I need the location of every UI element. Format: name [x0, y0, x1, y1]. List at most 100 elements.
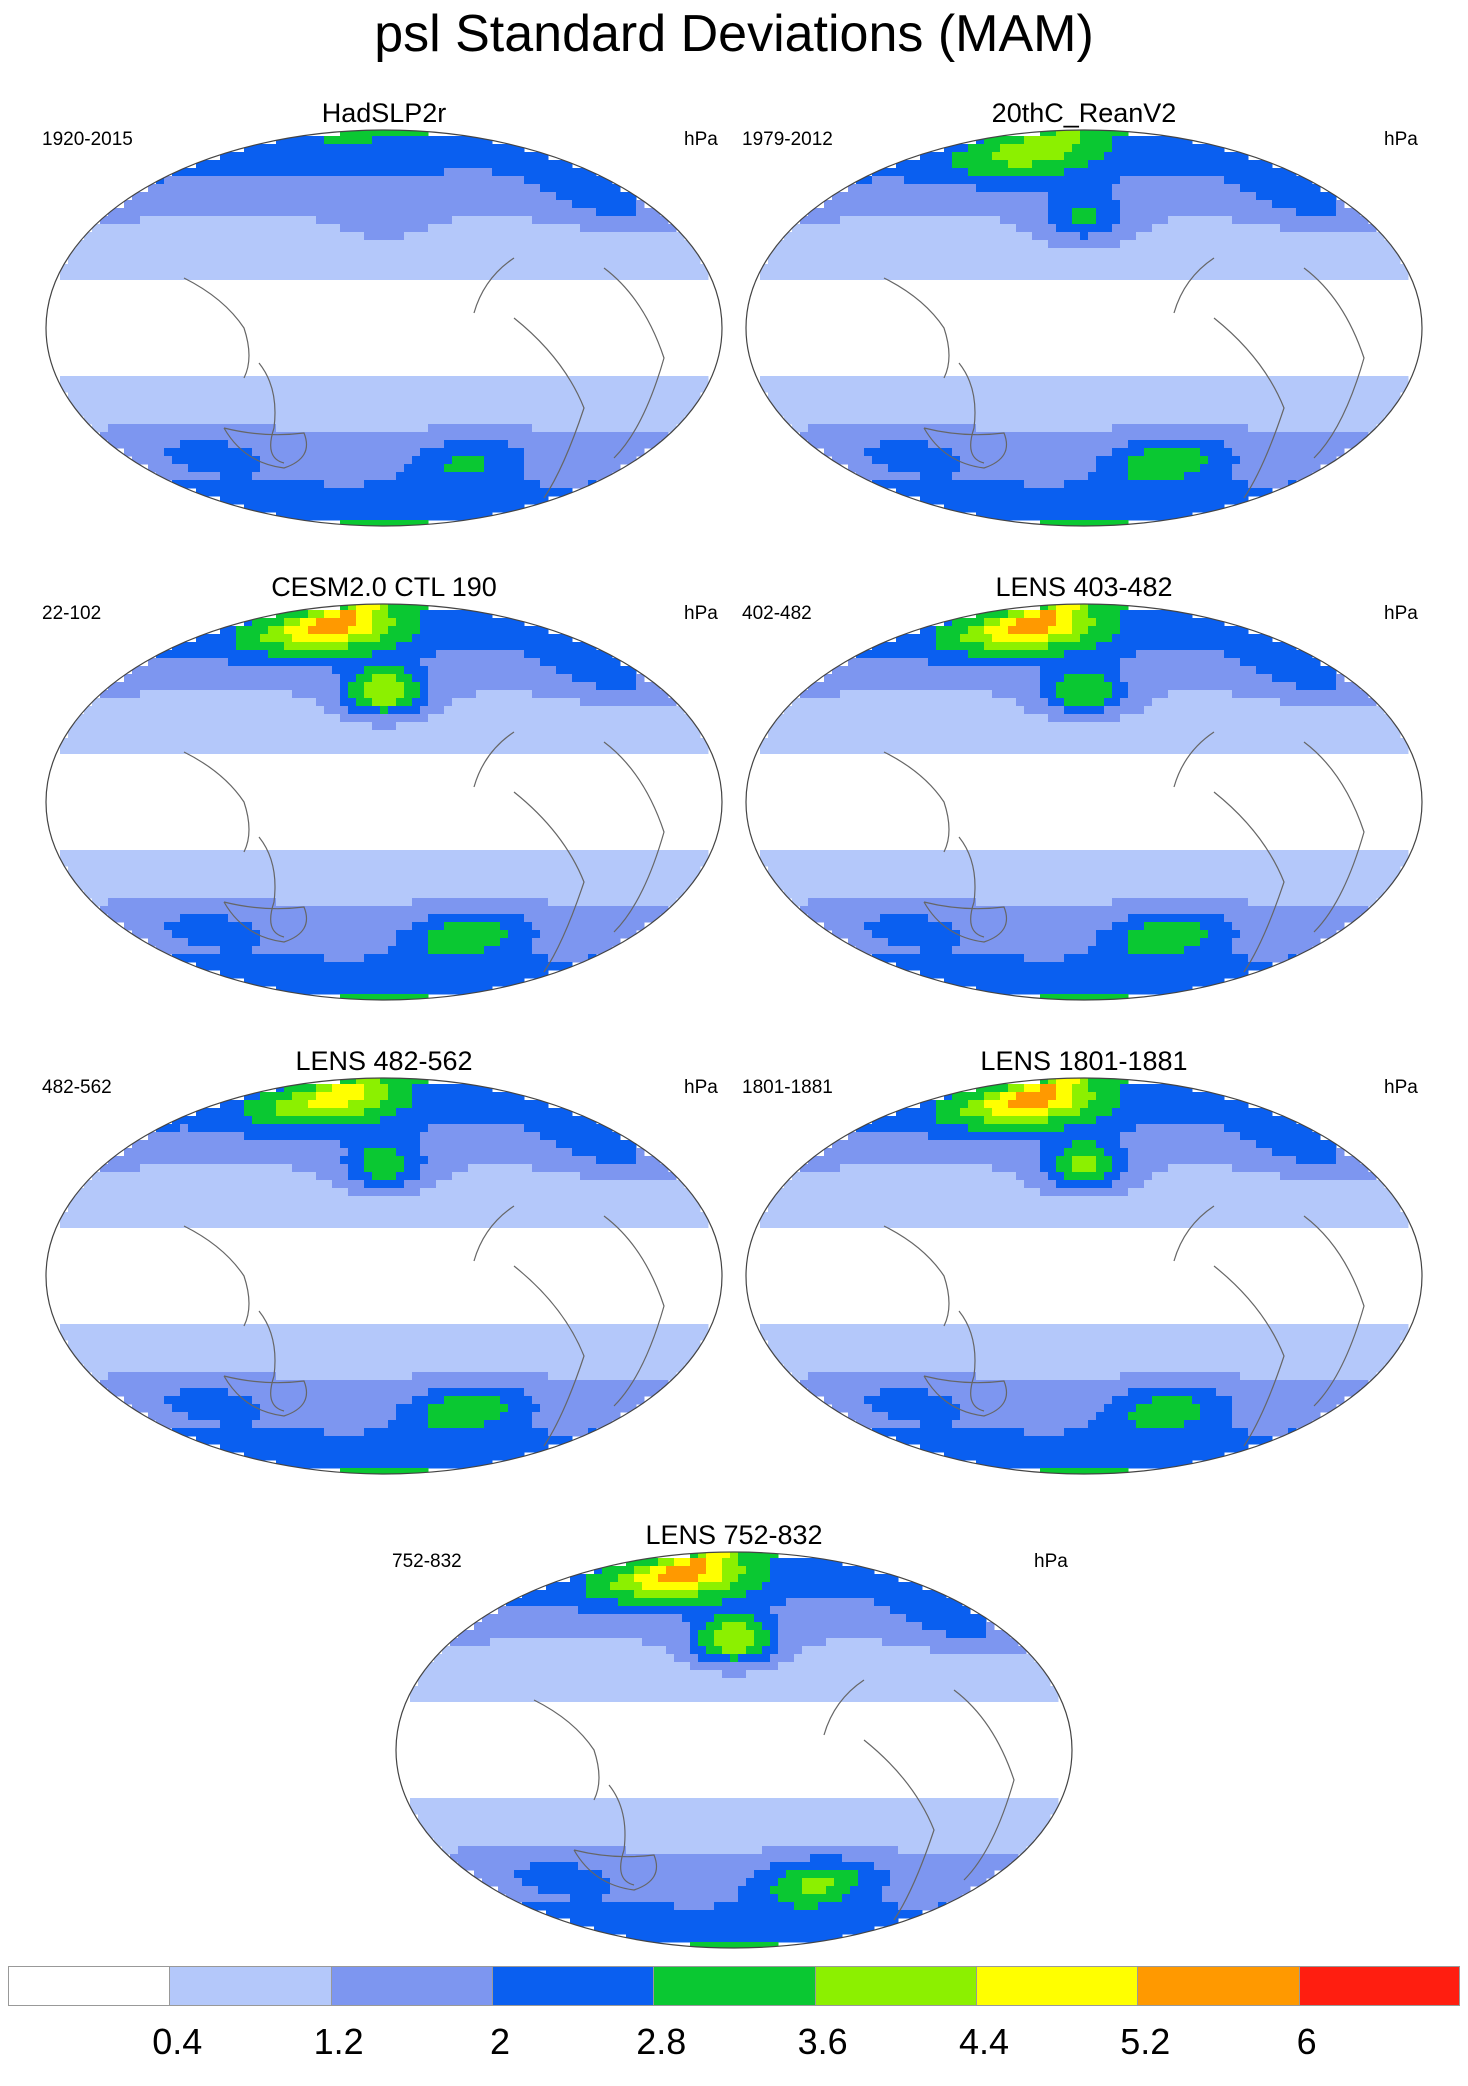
map-panel: LENS 752-832 752-832 hPa: [384, 1520, 1084, 1950]
colorbar: [8, 1966, 1460, 2006]
map-border: [45, 129, 723, 527]
contour-fill: [396, 1552, 1072, 1948]
coastline: [223, 1375, 308, 1417]
coastline: [923, 427, 1008, 469]
coastline: [953, 1689, 1015, 1881]
coastline: [223, 427, 308, 469]
contour-fill: [746, 1078, 1422, 1474]
colorbar-label: 6: [1257, 2022, 1357, 2062]
colorbar-box: [653, 1966, 815, 2006]
panel-title: HadSLP2r: [34, 98, 734, 128]
coastline: [1173, 257, 1215, 314]
panel-period: 482-562: [42, 1076, 112, 1100]
panel-units: hPa: [684, 1076, 718, 1100]
coastline: [883, 277, 950, 379]
panel-units: hPa: [1384, 1076, 1418, 1100]
map-panel: HadSLP2r 1920-2015 hPa: [34, 98, 734, 528]
coastline: [258, 1310, 285, 1412]
coastline: [573, 1849, 658, 1891]
coastline: [223, 901, 308, 943]
panel-title: LENS 403-482: [734, 572, 1434, 602]
panel-title: CESM2.0 CTL 190: [34, 572, 734, 602]
coastline: [513, 1265, 585, 1447]
coastline: [823, 1679, 865, 1736]
panel-title: LENS 1801-1881: [734, 1046, 1434, 1076]
map-panel: LENS 482-562 482-562 hPa: [34, 1046, 734, 1476]
colorbar-label: 4.4: [934, 2022, 1034, 2062]
contour-map: [744, 1076, 1424, 1476]
colorbar-box: [169, 1966, 331, 2006]
contour-map: [44, 602, 724, 1002]
panel-units: hPa: [1384, 602, 1418, 626]
colorbar-label: 2.8: [611, 2022, 711, 2062]
coastline: [258, 836, 285, 938]
colorbar-label: 1.2: [289, 2022, 389, 2062]
coastline: [958, 1310, 985, 1412]
coastline: [603, 1215, 665, 1407]
coastline: [1213, 317, 1285, 499]
panel-period: 1801-1881: [742, 1076, 833, 1100]
coastline: [603, 741, 665, 933]
colorbar-box: [492, 1966, 654, 2006]
colorbar-label: 3.6: [773, 2022, 873, 2062]
contour-map: [44, 128, 724, 528]
map-border: [745, 603, 1423, 1001]
colorbar-box: [8, 1966, 170, 2006]
colorbar-box: [814, 1966, 976, 2006]
map-border: [45, 603, 723, 1001]
panel-units: hPa: [684, 128, 718, 152]
panel-units: hPa: [1034, 1550, 1068, 1574]
map-border: [745, 129, 1423, 527]
coastline: [183, 277, 250, 379]
panel-units: hPa: [684, 602, 718, 626]
panel-period: 22-102: [42, 602, 101, 626]
colorbar-box: [1298, 1966, 1460, 2006]
coastline: [513, 317, 585, 499]
coastline: [958, 362, 985, 464]
panel-period: 1979-2012: [742, 128, 833, 152]
panel-period: 1920-2015: [42, 128, 133, 152]
coastline: [473, 257, 515, 314]
coastline: [1303, 1215, 1365, 1407]
map-border: [745, 1077, 1423, 1475]
map-panel: LENS 1801-1881 1801-1881 hPa: [734, 1046, 1434, 1476]
colorbar-box: [330, 1966, 492, 2006]
contour-map: [744, 602, 1424, 1002]
panel-title: 20thC_ReanV2: [734, 98, 1434, 128]
coastline: [883, 1225, 950, 1327]
colorbar-box: [976, 1966, 1138, 2006]
contour-fill: [46, 604, 722, 1000]
panel-units: hPa: [1384, 128, 1418, 152]
panel-title: LENS 752-832: [384, 1520, 1084, 1550]
figure-title: psl Standard Deviations (MAM): [0, 4, 1468, 64]
map-panel: LENS 403-482 402-482 hPa: [734, 572, 1434, 1002]
coastline: [1173, 1205, 1215, 1262]
coastline: [183, 751, 250, 853]
contour-fill: [46, 1078, 722, 1474]
panel-period: 402-482: [742, 602, 812, 626]
coastline: [603, 267, 665, 459]
coastline: [883, 751, 950, 853]
coastline: [1213, 791, 1285, 973]
coastline: [1173, 731, 1215, 788]
colorbar-label: 2: [450, 2022, 550, 2062]
colorbar-label: 5.2: [1095, 2022, 1195, 2062]
map-panel: 20thC_ReanV2 1979-2012 hPa: [734, 98, 1434, 528]
coastline: [923, 1375, 1008, 1417]
coastline: [923, 901, 1008, 943]
map-border: [45, 1077, 723, 1475]
coastline: [473, 731, 515, 788]
map-panel: CESM2.0 CTL 190 22-102 hPa: [34, 572, 734, 1002]
colorbar-box: [1137, 1966, 1299, 2006]
contour-map: [394, 1550, 1074, 1950]
coastline: [183, 1225, 250, 1327]
coastline: [1303, 741, 1365, 933]
contour-fill: [46, 130, 722, 526]
contour-map: [44, 1076, 724, 1476]
map-border: [395, 1551, 1073, 1949]
coastline: [1303, 267, 1365, 459]
coastline: [1213, 1265, 1285, 1447]
coastline: [958, 836, 985, 938]
panel-period: 752-832: [392, 1550, 462, 1574]
coastline: [533, 1699, 600, 1801]
